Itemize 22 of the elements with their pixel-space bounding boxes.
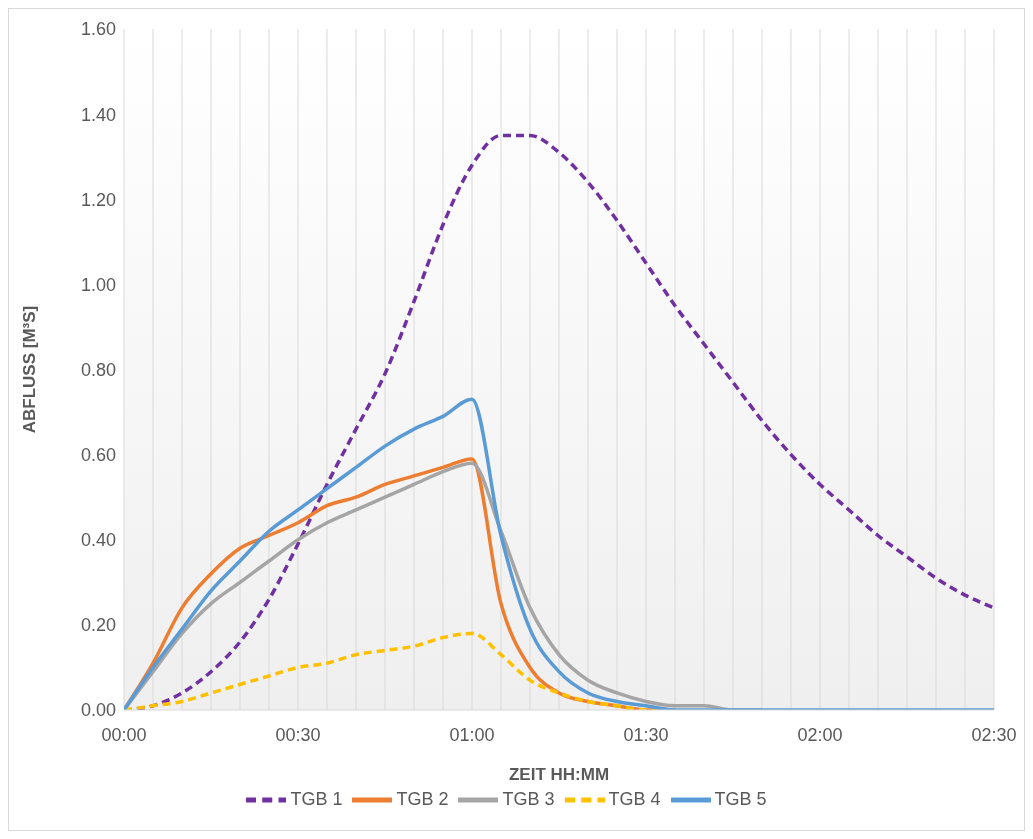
- x-tick-label: 02:00: [797, 724, 843, 745]
- y-tick-label: 1.20: [80, 189, 116, 210]
- y-tick-label: 0.80: [80, 359, 116, 380]
- x-tick-label: 02:30: [971, 724, 1017, 745]
- y-tick-label: 1.40: [80, 104, 116, 125]
- legend-label: TGB 2: [396, 788, 449, 809]
- y-tick-label: 0.00: [80, 700, 116, 721]
- y-tick-label: 0.40: [80, 530, 116, 551]
- x-tick-label: 00:00: [101, 724, 147, 745]
- legend-label: TGB 4: [608, 788, 661, 809]
- y-tick-label: 0.20: [80, 615, 116, 636]
- x-tick-label: 00:30: [275, 724, 321, 745]
- legend-label: TGB 3: [502, 788, 555, 809]
- y-tick-label: 0.60: [80, 445, 116, 466]
- x-axis-title: ZEIT HH:MM: [508, 765, 610, 784]
- legend-label: TGB 5: [714, 788, 767, 809]
- y-tick-label: 1.60: [80, 19, 116, 40]
- x-tick-label: 01:00: [449, 724, 495, 745]
- y-axis-title: ABFLUSS [M³S]: [20, 305, 40, 434]
- y-tick-label: 1.00: [80, 274, 116, 295]
- x-tick-label: 01:30: [623, 724, 669, 745]
- legend-label: TGB 1: [290, 788, 343, 809]
